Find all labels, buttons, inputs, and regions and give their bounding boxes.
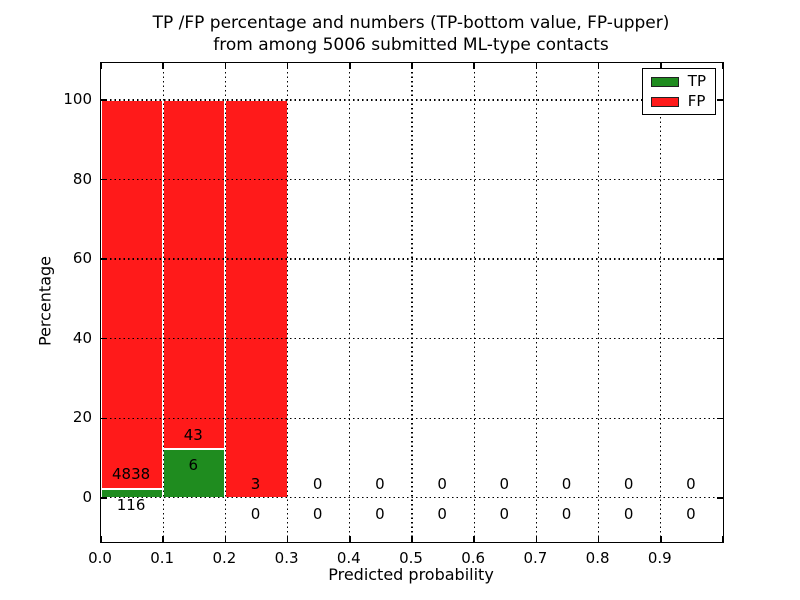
y-tick-mark-right (717, 337, 723, 340)
x-tick-label: 0.8 (585, 549, 610, 567)
x-tick-label: 0.5 (399, 549, 423, 567)
tp-count-label: 0 (375, 504, 385, 523)
x-tick-label: 0.9 (647, 549, 672, 567)
fp-count-label: 0 (623, 474, 634, 493)
x-tick-label: 0.2 (212, 549, 237, 567)
fp-count-label: 0 (437, 474, 447, 493)
tp-count-label: 116 (116, 495, 146, 514)
x-tick-label: 0.4 (336, 549, 361, 567)
legend-label: TP (687, 72, 706, 90)
x-tick-mark-top (100, 63, 102, 69)
x-tick-label: 0.3 (274, 549, 299, 567)
fp-count-label: 0 (375, 474, 385, 493)
chart-title: TP /FP percentage and numbers (TP-bottom… (100, 12, 722, 56)
tp-count-label: 0 (437, 504, 447, 523)
legend-entry: FP (650, 92, 706, 110)
x-tick-mark (535, 536, 538, 542)
y-tick-mark-right (717, 178, 723, 181)
y-tick-mark (101, 337, 107, 340)
x-tick-mark-top (349, 63, 351, 69)
x-tick-mark (286, 536, 289, 542)
y-tick-mark-right (717, 497, 723, 499)
fp-count-label: 0 (499, 474, 510, 493)
fp-count-label: 0 (312, 474, 323, 493)
chart-title-line1: TP /FP percentage and numbers (TP-bottom… (152, 13, 670, 33)
x-tick-mark (162, 536, 164, 542)
gridline-vertical (286, 63, 289, 542)
legend-label: FP (687, 92, 706, 110)
gridline-vertical (411, 63, 413, 542)
y-tick-label: 0 (82, 487, 92, 506)
x-tick-mark (411, 536, 413, 542)
y-tick-mark-right (717, 417, 723, 420)
y-tick-mark-right (717, 258, 723, 260)
gridline-vertical (535, 63, 538, 542)
bar-segment-fp (163, 99, 226, 450)
x-tick-mark (473, 536, 475, 542)
x-tick-label: 0.7 (523, 549, 548, 567)
y-tick-mark (101, 99, 107, 101)
x-tick-mark (100, 536, 102, 542)
x-tick-mark (349, 536, 351, 542)
x-tick-mark-top (722, 63, 724, 69)
x-tick-mark (224, 536, 227, 542)
y-tick-label: 80 (72, 169, 92, 188)
gridline-vertical (162, 63, 164, 542)
x-tick-label: 0.1 (150, 549, 175, 567)
x-axis-label: Predicted probability (328, 565, 494, 584)
x-tick-mark-top (597, 63, 600, 69)
legend: TP FP (641, 68, 716, 115)
x-tick-mark-top (162, 63, 164, 69)
tp-count-label: 0 (561, 504, 572, 523)
x-tick-mark (597, 536, 600, 542)
y-tick-mark (101, 497, 107, 499)
chart-title-line2: from among 5006 submitted ML-type contac… (213, 35, 609, 55)
gridline-vertical (473, 63, 475, 542)
tp-legend-swatch (650, 76, 679, 87)
gridline-vertical (660, 63, 662, 542)
y-tick-label: 40 (72, 328, 92, 347)
x-tick-mark-top (535, 63, 538, 69)
y-tick-mark (101, 417, 107, 420)
fp-count-label: 4838 (112, 465, 151, 484)
plot-area: TP FP (100, 62, 724, 543)
fp-count-label: 0 (561, 474, 572, 493)
x-tick-mark-top (411, 63, 413, 69)
fp-count-label: 3 (250, 474, 261, 493)
x-tick-mark (660, 536, 662, 542)
x-tick-mark-top (660, 63, 662, 69)
y-tick-label: 60 (72, 249, 92, 268)
fp-legend-swatch (650, 96, 679, 107)
x-tick-mark-top (473, 63, 475, 69)
tp-count-label: 0 (686, 504, 696, 523)
legend-entry: TP (650, 72, 706, 90)
x-tick-label: 0.6 (461, 549, 486, 567)
y-tick-mark (101, 178, 107, 181)
tp-count-label: 0 (623, 504, 634, 523)
y-tick-mark-right (717, 99, 723, 101)
tp-count-label: 0 (312, 504, 323, 523)
x-tick-label: 0.0 (88, 549, 112, 567)
y-tick-label: 20 (72, 408, 92, 427)
bar-segment-fp (101, 99, 164, 489)
x-tick-mark-top (224, 63, 227, 69)
fp-count-label: 0 (686, 474, 696, 493)
tp-count-label: 6 (188, 456, 199, 475)
gridline-vertical (224, 63, 227, 542)
y-tick-label: 100 (63, 89, 92, 108)
bar-segment-fp (225, 99, 288, 498)
gridline-vertical (597, 63, 600, 542)
x-tick-mark-top (286, 63, 289, 69)
y-tick-mark (101, 258, 107, 260)
fp-count-label: 43 (183, 426, 203, 444)
tp-count-label: 0 (499, 504, 510, 523)
tp-count-label: 0 (250, 504, 261, 523)
gridline-vertical (349, 63, 351, 542)
x-tick-mark (722, 536, 724, 542)
